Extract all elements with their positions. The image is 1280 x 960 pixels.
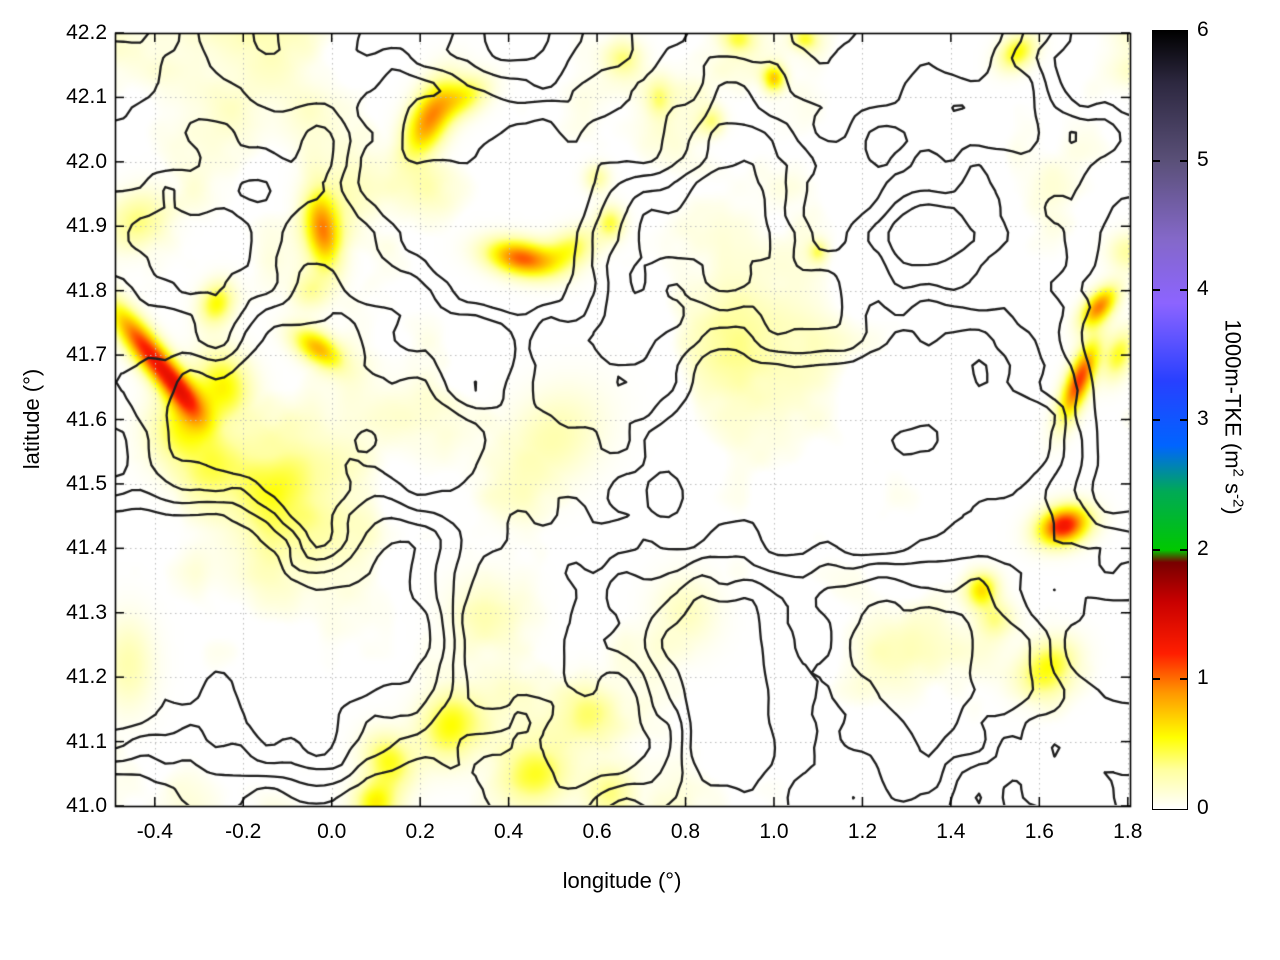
y-tick-label: 41.8 — [66, 278, 107, 302]
colorbar-tick-mark — [1180, 678, 1187, 681]
x-tick-label: 1.8 — [1113, 820, 1143, 843]
colorbar — [1152, 30, 1188, 810]
colorbar-title-mid: s — [1220, 476, 1246, 494]
x-tick-label: 0.2 — [405, 820, 435, 843]
colorbar-title-text: 1000m-TKE (m — [1220, 319, 1246, 469]
colorbar-tick-label: 5 — [1197, 147, 1209, 171]
colorbar-tick-mark — [1153, 159, 1160, 162]
y-tick-label: 41.0 — [66, 794, 107, 817]
colorbar-tick-label: 4 — [1197, 277, 1209, 301]
y-tick-label: 41.4 — [66, 536, 107, 560]
colorbar-tick-label: 6 — [1197, 18, 1209, 41]
y-tick-label: 41.9 — [66, 214, 107, 238]
y-axis-title: latitude (°) — [19, 368, 44, 470]
x-tick-label: 1.6 — [1024, 820, 1054, 843]
x-tick-label: 1.4 — [936, 820, 966, 843]
y-tick-label: 42.0 — [66, 149, 107, 173]
colorbar-tick-mark — [1180, 159, 1187, 162]
x-tick-label: 0.4 — [494, 820, 524, 843]
colorbar-tick-mark — [1180, 289, 1187, 292]
colorbar-title-suffix: ) — [1220, 507, 1246, 515]
x-tick-label: 0.8 — [670, 820, 701, 843]
colorbar-tick-label: 1 — [1197, 666, 1209, 690]
x-tick-label: 0.6 — [582, 820, 612, 843]
y-tick-label: 42.2 — [66, 21, 107, 44]
colorbar-tick-mark — [1153, 419, 1160, 421]
colorbar-tick-mark — [1153, 548, 1160, 551]
colorbar-title: 1000m-TKE (m2 s-2) — [1219, 319, 1246, 514]
colorbar-tick-label: 2 — [1197, 536, 1209, 560]
colorbar-tick-mark — [1180, 548, 1187, 551]
colorbar-tick-mark — [1153, 678, 1160, 681]
colorbar-title-sup2: -2 — [1229, 493, 1247, 508]
x-tick-label: 0.0 — [317, 820, 347, 843]
y-tick-label: 41.5 — [66, 471, 107, 495]
y-tick-label: 42.1 — [66, 85, 107, 109]
x-tick-label: -0.4 — [136, 820, 173, 843]
x-tick-label: 1.2 — [847, 820, 878, 843]
colorbar-tick-mark — [1153, 289, 1160, 292]
y-tick-label: 41.6 — [66, 407, 107, 431]
y-tick-label: 41.3 — [66, 600, 107, 624]
x-tick-label: -0.2 — [225, 820, 262, 843]
x-tick-label: 1.0 — [759, 820, 789, 843]
y-tick-label: 41.2 — [66, 665, 107, 689]
colorbar-tick-label: 0 — [1197, 796, 1209, 819]
y-tick-label: 41.1 — [66, 729, 107, 753]
colorbar-tick-mark — [1180, 419, 1187, 421]
y-tick-label: 41.7 — [66, 343, 107, 367]
x-axis-title: longitude (°) — [562, 868, 682, 893]
colorbar-tick-label: 3 — [1197, 407, 1209, 430]
